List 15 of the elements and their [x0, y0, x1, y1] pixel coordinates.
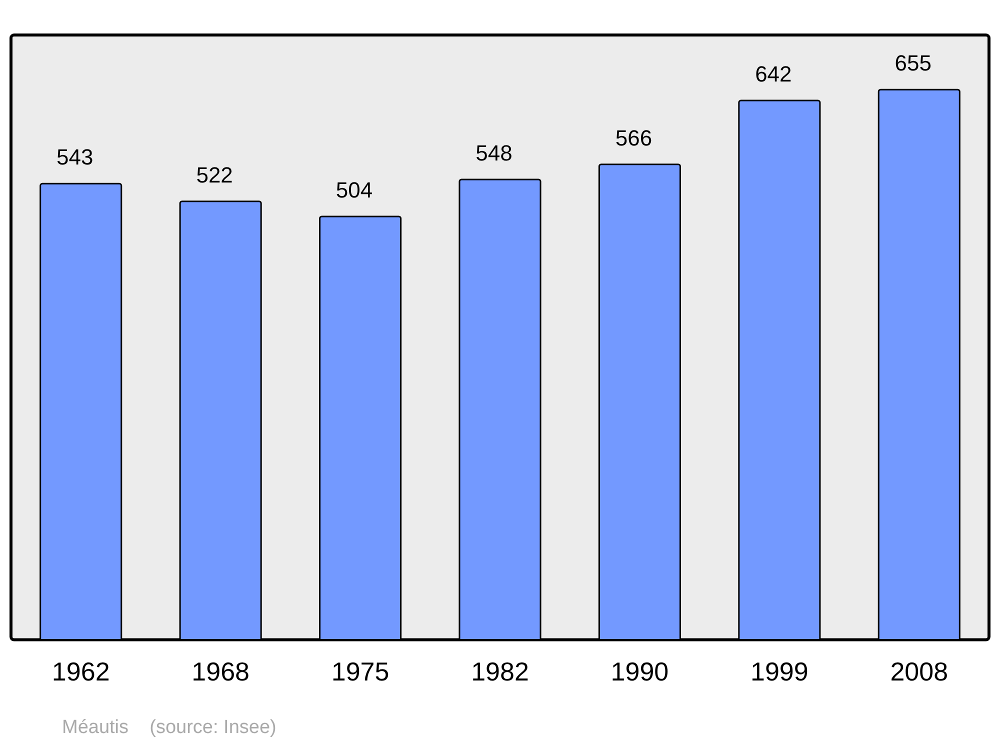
data-label: 548 — [476, 140, 512, 166]
x-tick-label: 1999 — [750, 656, 808, 687]
x-tick-label: 1968 — [192, 656, 250, 687]
x-tick-label: 1962 — [52, 656, 110, 687]
data-label: 566 — [615, 125, 652, 150]
text: Méautis (source: Insee) — [62, 717, 276, 739]
data-label: 543 — [56, 144, 94, 170]
data-label: 504 — [336, 178, 373, 203]
data-label: 655 — [894, 50, 932, 76]
x-tick-label: 1990 — [610, 656, 669, 687]
data-label: 642 — [755, 62, 792, 87]
x-tick-label: 1982 — [471, 656, 529, 687]
x-tick-label: 1975 — [331, 656, 390, 687]
x-tick-label: 2008 — [890, 656, 948, 687]
data-label: 522 — [196, 162, 233, 188]
